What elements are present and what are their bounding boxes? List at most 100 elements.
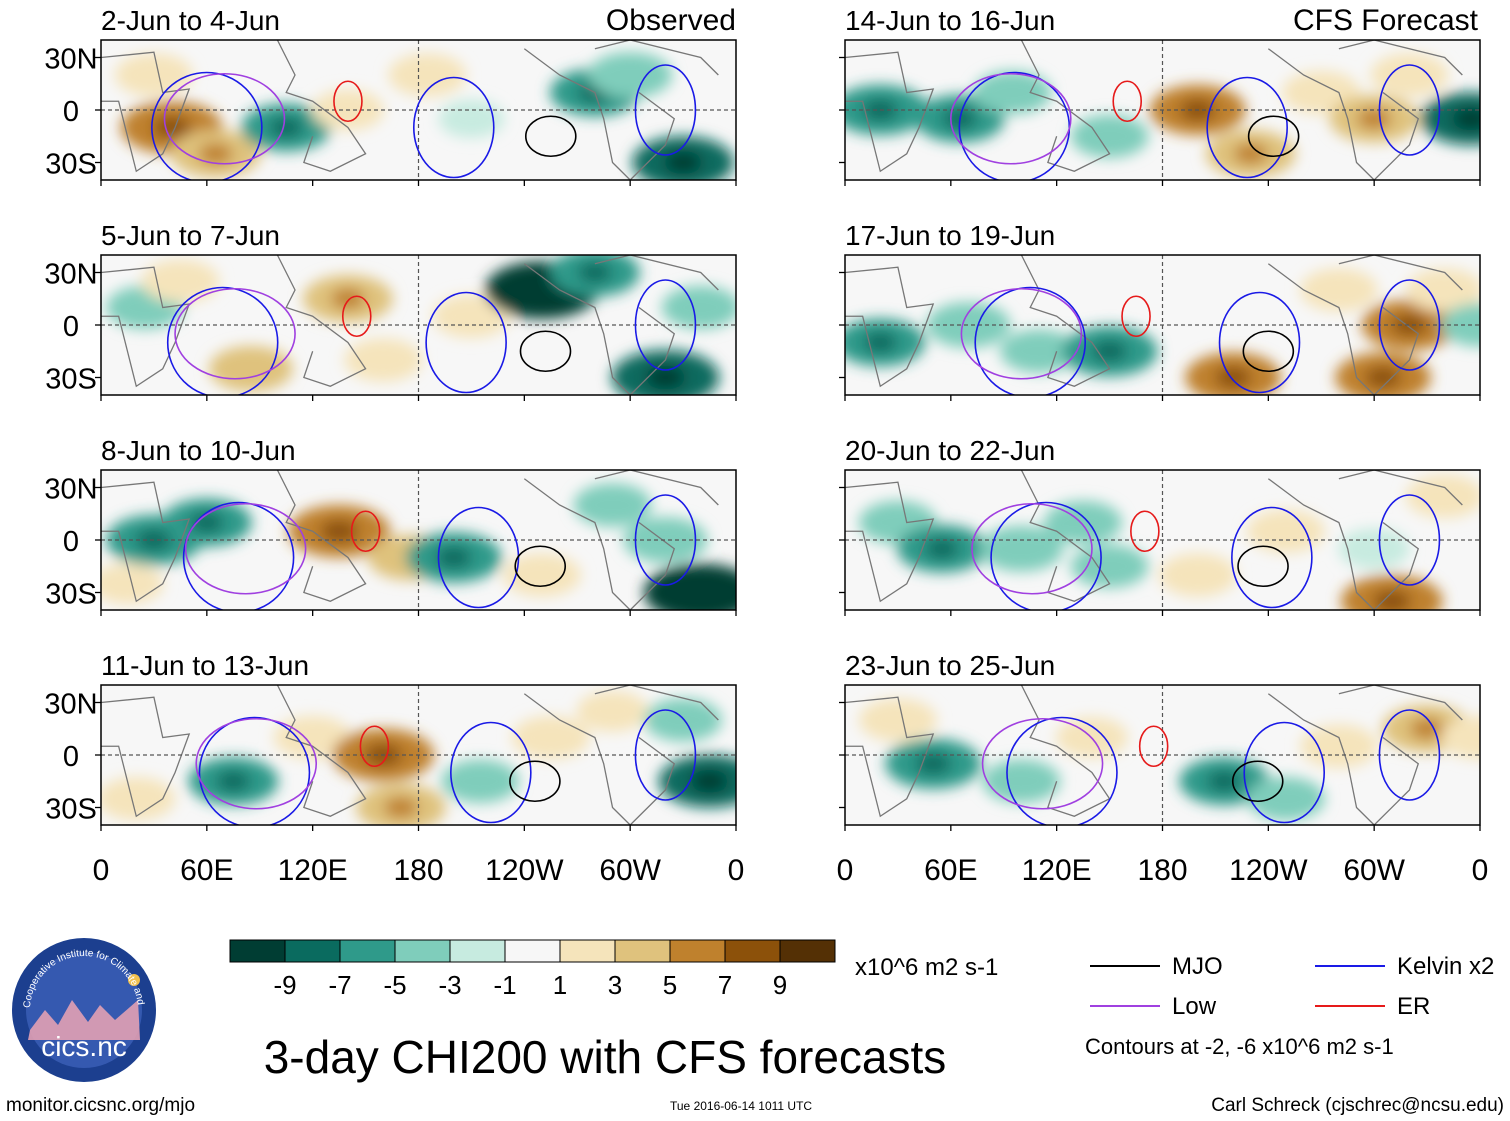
coastline	[523, 263, 676, 395]
coastline	[845, 481, 935, 603]
coastline	[1267, 48, 1420, 180]
anomaly-blob	[576, 690, 649, 732]
colorbar-swatch	[284, 939, 341, 963]
anomaly-core	[189, 512, 224, 533]
panel-date-label: 17-Jun to 19-Jun	[845, 220, 1055, 251]
lat-tick-label: 0	[63, 741, 79, 773]
colorbar-tick-label: 9	[773, 970, 787, 1000]
contour-line	[425, 291, 507, 394]
colorbar-tick-label: 7	[718, 970, 732, 1000]
anomaly-blob	[1299, 724, 1378, 768]
colorbar-swatch	[779, 939, 836, 963]
anomaly-core	[645, 365, 686, 390]
lon-tick-label: 0	[837, 854, 854, 887]
lon-tick-label: 120E	[1022, 854, 1092, 887]
anomaly-blob	[344, 338, 423, 382]
map-panel: 2-Jun to 4-Jun	[95, 5, 737, 186]
contour-line	[519, 330, 572, 373]
map-panel: 23-Jun to 25-Jun	[839, 650, 1481, 831]
lon-tick-label: 60E	[180, 854, 233, 887]
contour-line	[1378, 64, 1441, 156]
lon-axis-labels: 0 60E 120E 180 120W 60W 0 0 60E 120E 180 120W 60W 0	[93, 854, 1489, 887]
anomaly-blob	[1299, 268, 1378, 312]
contour-line	[1378, 709, 1441, 801]
contour-line	[151, 71, 263, 180]
anomaly-core	[1372, 589, 1411, 610]
map-panel: 14-Jun to 16-Jun	[839, 5, 1481, 186]
anomaly-core	[1091, 340, 1128, 363]
coastline	[276, 470, 367, 602]
coastline	[594, 470, 719, 506]
legend-label: Low	[1172, 993, 1217, 1020]
anomaly-blob	[623, 517, 708, 563]
footer-timestamp: Tue 2016-06-14 1011 UTC	[670, 1099, 813, 1113]
coastline	[594, 40, 719, 76]
lat-tick-label: 0	[63, 96, 79, 128]
colorbar-tick-label: -1	[493, 970, 516, 1000]
anomaly-blob	[661, 285, 736, 330]
contour-line	[182, 501, 295, 610]
contour-line	[333, 80, 363, 123]
anomaly-core	[216, 770, 251, 792]
contour-line	[1138, 725, 1169, 768]
contour-line	[950, 72, 1072, 165]
anomaly-blob	[441, 759, 520, 803]
coastline	[1267, 693, 1420, 825]
panel-date-label: 23-Jun to 25-Jun	[845, 650, 1055, 681]
colorbar-tick-label: -7	[328, 970, 351, 1000]
contour-line	[634, 494, 697, 586]
anomaly-blob	[101, 563, 164, 605]
lat-tick-label: 30N	[44, 474, 97, 506]
anomaly-blob	[1405, 474, 1480, 518]
colorbar-swatch	[504, 939, 561, 963]
legend-label: ER	[1397, 993, 1430, 1020]
contour-line	[1112, 80, 1143, 123]
lat-tick-label: 0	[63, 526, 79, 558]
anomaly-core	[198, 143, 233, 165]
contour-note: Contours at -2, -6 x10^6 m2 s-1	[1085, 1034, 1394, 1059]
lon-tick-label: 60E	[924, 854, 977, 887]
lon-tick-label: 60W	[599, 854, 661, 887]
coastline	[594, 255, 719, 291]
colorbar-tick-label: 5	[663, 970, 677, 1000]
coastline	[1267, 478, 1420, 610]
anomaly-blob	[973, 70, 1052, 115]
anomaly-blob	[926, 302, 1011, 348]
coastline	[845, 696, 935, 818]
coastline	[276, 40, 367, 172]
anomaly-core	[330, 288, 365, 310]
colorbar-tick-label: -3	[438, 970, 461, 1000]
coastline	[845, 51, 935, 173]
coastline	[101, 51, 191, 173]
anomaly-core	[520, 277, 563, 303]
lat-tick-label: 30S	[45, 579, 97, 611]
anomaly-core	[1452, 107, 1480, 131]
lat-axis-labels: 30N 0 30S 30N 0 30S 30N 0 30S 30N 0 30S	[44, 44, 97, 826]
anomaly-core	[383, 797, 418, 818]
contour-line	[634, 64, 697, 156]
contour-line	[163, 72, 286, 165]
contour-line	[1242, 330, 1295, 373]
anomaly-core	[1215, 366, 1252, 389]
colorbar-tick-label: -9	[273, 970, 296, 1000]
coastline	[1338, 40, 1463, 76]
anomaly-core	[863, 332, 898, 353]
lat-tick-label: 30N	[44, 689, 97, 721]
anomaly-blob	[1070, 114, 1149, 158]
colorbar-swatch	[229, 939, 286, 963]
logo-mountains	[28, 1000, 140, 1040]
anomaly-blob	[573, 483, 652, 527]
anomaly-core	[925, 538, 960, 560]
coastline	[523, 478, 676, 610]
contour-line	[1206, 76, 1288, 179]
anomaly-blob	[273, 715, 352, 760]
coastline	[523, 48, 676, 180]
contour-line	[184, 502, 307, 595]
anomaly-blob	[141, 259, 220, 303]
lon-tick-label: 120W	[1229, 854, 1308, 887]
anomaly-blob	[388, 53, 467, 97]
panel-date-label: 11-Jun to 13-Jun	[101, 650, 309, 681]
contour-line	[1247, 115, 1300, 158]
contour-line	[974, 286, 1086, 395]
